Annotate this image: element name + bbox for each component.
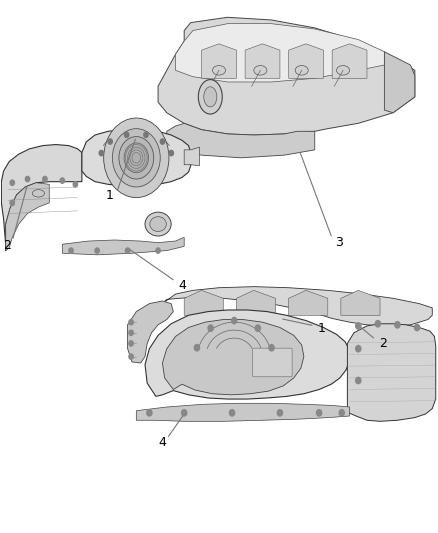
Circle shape xyxy=(25,176,30,182)
Circle shape xyxy=(375,320,381,327)
Polygon shape xyxy=(82,130,191,186)
Polygon shape xyxy=(245,44,280,78)
Polygon shape xyxy=(201,44,237,78)
Ellipse shape xyxy=(32,190,45,197)
Polygon shape xyxy=(158,17,415,135)
Circle shape xyxy=(124,143,148,173)
Ellipse shape xyxy=(204,87,217,107)
Circle shape xyxy=(129,341,133,346)
Text: 4: 4 xyxy=(159,436,166,449)
Polygon shape xyxy=(176,23,385,82)
Circle shape xyxy=(113,128,160,187)
Circle shape xyxy=(232,317,237,324)
Polygon shape xyxy=(237,290,276,316)
Circle shape xyxy=(356,322,361,329)
Circle shape xyxy=(124,132,129,138)
Circle shape xyxy=(144,132,148,138)
Circle shape xyxy=(125,248,130,253)
Ellipse shape xyxy=(336,66,350,75)
Polygon shape xyxy=(162,287,432,326)
Text: 2: 2 xyxy=(379,337,387,350)
Circle shape xyxy=(414,324,420,330)
Circle shape xyxy=(10,200,14,206)
Circle shape xyxy=(230,410,235,416)
Polygon shape xyxy=(1,144,82,251)
Polygon shape xyxy=(289,290,328,316)
Ellipse shape xyxy=(198,79,222,114)
Polygon shape xyxy=(136,403,350,421)
Ellipse shape xyxy=(212,66,226,75)
Polygon shape xyxy=(184,290,223,316)
Circle shape xyxy=(129,330,133,335)
Circle shape xyxy=(95,248,99,253)
Circle shape xyxy=(73,182,78,187)
Polygon shape xyxy=(332,44,367,78)
Circle shape xyxy=(255,325,261,332)
Text: 3: 3 xyxy=(335,236,343,249)
Circle shape xyxy=(104,118,169,198)
Circle shape xyxy=(356,377,361,384)
Circle shape xyxy=(269,344,274,351)
Circle shape xyxy=(339,410,344,416)
Text: 1: 1 xyxy=(106,189,113,203)
Ellipse shape xyxy=(150,216,166,231)
Polygon shape xyxy=(162,319,304,395)
Polygon shape xyxy=(145,310,350,399)
Circle shape xyxy=(277,410,283,416)
Circle shape xyxy=(160,139,165,144)
Circle shape xyxy=(119,136,154,179)
Polygon shape xyxy=(385,52,415,113)
Circle shape xyxy=(395,321,400,328)
Text: 2: 2 xyxy=(3,239,11,252)
Polygon shape xyxy=(341,290,380,316)
Polygon shape xyxy=(289,44,323,78)
Text: 4: 4 xyxy=(178,279,186,292)
Polygon shape xyxy=(6,183,49,251)
Circle shape xyxy=(317,410,322,416)
Circle shape xyxy=(129,354,133,359)
Text: 1: 1 xyxy=(318,321,325,335)
Circle shape xyxy=(60,178,64,183)
Circle shape xyxy=(69,248,73,253)
Circle shape xyxy=(108,139,112,144)
Circle shape xyxy=(99,150,103,156)
Polygon shape xyxy=(347,324,436,421)
Circle shape xyxy=(10,180,14,185)
Circle shape xyxy=(156,248,160,253)
Circle shape xyxy=(208,325,213,332)
Polygon shape xyxy=(167,123,315,158)
Circle shape xyxy=(169,150,173,156)
Circle shape xyxy=(356,345,361,352)
Circle shape xyxy=(43,176,47,182)
Circle shape xyxy=(129,319,133,325)
Circle shape xyxy=(147,410,152,416)
Circle shape xyxy=(182,410,187,416)
Circle shape xyxy=(194,344,200,351)
Polygon shape xyxy=(127,301,173,363)
Ellipse shape xyxy=(295,66,308,75)
Polygon shape xyxy=(62,237,184,255)
FancyBboxPatch shape xyxy=(253,348,292,377)
Ellipse shape xyxy=(254,66,267,75)
Ellipse shape xyxy=(145,212,171,236)
Polygon shape xyxy=(184,147,199,166)
